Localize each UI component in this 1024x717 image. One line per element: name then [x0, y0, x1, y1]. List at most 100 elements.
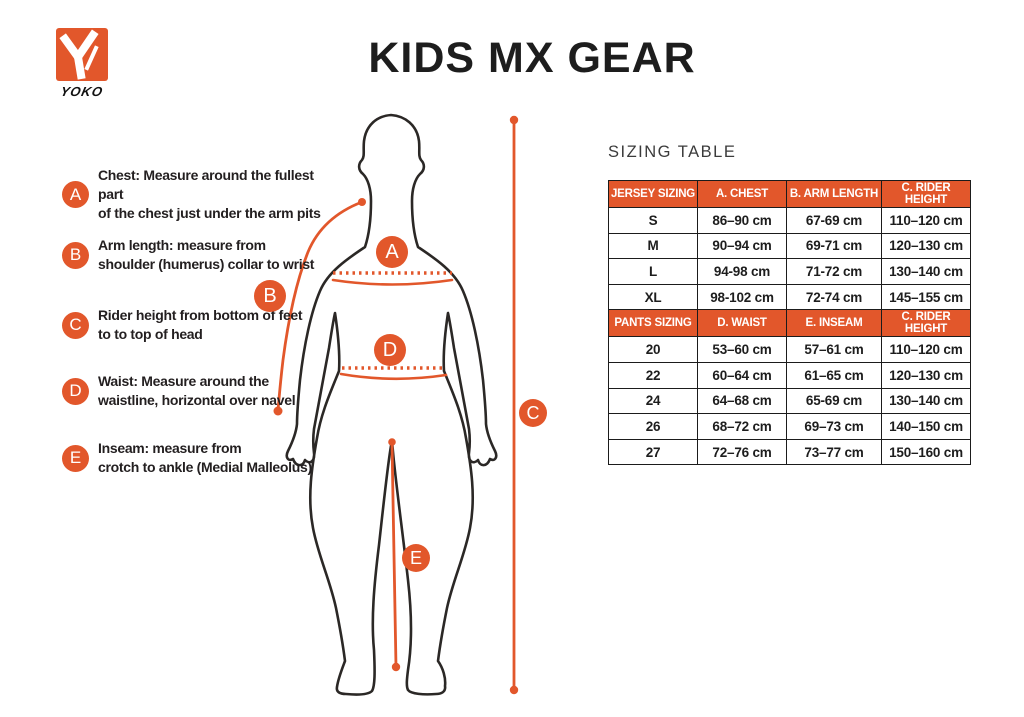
- table-cell: M: [608, 232, 698, 260]
- table-row: S 86–90 cm 67-69 cm 110–120 cm: [608, 207, 971, 234]
- table-cell: 24: [608, 387, 698, 415]
- legend-line: shoulder (humerus) collar to wrist: [98, 256, 315, 272]
- table-row: L 94-98 cm 71-72 cm 130–140 cm: [608, 258, 971, 285]
- column-header: E. INSEAM: [786, 309, 882, 338]
- measure-dot: [509, 685, 519, 695]
- table-cell: 20: [608, 336, 698, 363]
- table-cell: 72-74 cm: [786, 283, 882, 311]
- yoko-y-icon: [56, 28, 108, 81]
- table-cell: 90–94 cm: [697, 232, 787, 260]
- legend-text: Arm length: measure from shoulder (humer…: [98, 236, 314, 274]
- measure-line-waist: [339, 372, 448, 381]
- sizing-table-heading: SIZING TABLE: [608, 143, 737, 161]
- column-header: C. RIDER HEIGHT: [881, 180, 971, 208]
- measure-line-arm-length: [276, 200, 364, 412]
- figure-badge-c: C: [519, 399, 547, 427]
- legend-text: Waist: Measure around the waistline, hor…: [98, 372, 296, 410]
- table-cell: L: [608, 258, 698, 285]
- table-cell: 60–64 cm: [697, 361, 787, 389]
- table-cell: 61–65 cm: [786, 361, 882, 389]
- table-cell: 73–77 cm: [786, 438, 882, 466]
- table-row: 22 60–64 cm 61–65 cm 120–130 cm: [608, 361, 971, 389]
- table-cell: 26: [608, 413, 698, 440]
- figure-badge-b: B: [254, 280, 286, 312]
- legend-text: Rider height from bottom of feet to to t…: [98, 306, 303, 344]
- legend-badge-d: D: [62, 377, 89, 405]
- table-cell: 120–130 cm: [881, 232, 971, 260]
- figure-badge-d: D: [374, 334, 406, 366]
- measure-line-chest: [331, 278, 454, 286]
- table-cell: 110–120 cm: [881, 207, 971, 234]
- table-cell: 86–90 cm: [697, 207, 787, 234]
- measure-line-inseam: [390, 441, 398, 669]
- table-cell: XL: [608, 283, 698, 311]
- table-cell: 71-72 cm: [786, 258, 882, 285]
- table-cell: S: [608, 207, 698, 234]
- measure-dot: [391, 662, 401, 672]
- table-cell: 110–120 cm: [881, 336, 971, 363]
- measure-dot: [358, 198, 366, 206]
- legend-line: Chest: Measure around the fullest part: [98, 167, 314, 202]
- table-row: 27 72–76 cm 73–77 cm 150–160 cm: [608, 438, 971, 466]
- table-cell: 69-71 cm: [786, 232, 882, 260]
- table-cell: 98-102 cm: [697, 283, 787, 311]
- pants-header-row: PANTS SIZING D. WAIST E. INSEAM C. RIDER…: [608, 309, 971, 338]
- table-cell: 53–60 cm: [697, 336, 787, 363]
- measure-dot: [388, 438, 396, 446]
- table-cell: 27: [608, 438, 698, 466]
- jersey-header-row: JERSEY SIZING A. CHEST B. ARM LENGTH C. …: [608, 180, 971, 208]
- table-cell: 69–73 cm: [786, 413, 882, 440]
- table-cell: 67-69 cm: [786, 207, 882, 234]
- table-cell: 140–150 cm: [881, 413, 971, 440]
- legend-text: Chest: Measure around the fullest part o…: [98, 166, 330, 223]
- legend-line: of the chest just under the arm pits: [98, 205, 321, 221]
- table-cell: 94-98 cm: [697, 258, 787, 285]
- table-cell: 68–72 cm: [697, 413, 787, 440]
- column-header: B. ARM LENGTH: [786, 180, 882, 208]
- column-header: A. CHEST: [697, 180, 787, 208]
- table-cell: 130–140 cm: [881, 387, 971, 415]
- legend-item-waist: D Waist: Measure around the waistline, h…: [62, 372, 330, 410]
- column-header: PANTS SIZING: [608, 309, 698, 338]
- figure-badge-e: E: [402, 544, 430, 572]
- legend-line: Rider height from bottom of feet: [98, 307, 303, 323]
- legend-item-inseam: E Inseam: measure from crotch to ankle (…: [62, 439, 330, 477]
- table-cell: 120–130 cm: [881, 361, 971, 389]
- table-cell: 64–68 cm: [697, 387, 787, 415]
- legend-badge-a: A: [62, 181, 89, 208]
- table-cell: 65-69 cm: [786, 387, 882, 415]
- legend-line: Waist: Measure around the: [98, 373, 269, 389]
- table-cell: 150–160 cm: [881, 438, 971, 466]
- table-cell: 22: [608, 361, 698, 389]
- legend-item-rider-height: C Rider height from bottom of feet to to…: [62, 306, 330, 344]
- legend-line: Arm length: measure from: [98, 237, 266, 253]
- sizing-table: JERSEY SIZING A. CHEST B. ARM LENGTH C. …: [608, 180, 971, 466]
- legend-badge-e: E: [62, 444, 89, 472]
- page-title: KIDS MX GEAR: [368, 34, 696, 82]
- legend-line: crotch to ankle (Medial Malleolus): [98, 459, 312, 475]
- table-row: XL 98-102 cm 72-74 cm 145–155 cm: [608, 283, 971, 311]
- table-cell: 145–155 cm: [881, 283, 971, 311]
- legend-text: Inseam: measure from crotch to ankle (Me…: [98, 439, 312, 477]
- column-header: C. RIDER HEIGHT: [881, 309, 971, 338]
- yoko-y-glyph: [59, 29, 99, 80]
- table-row: 20 53–60 cm 57–61 cm 110–120 cm: [608, 336, 971, 363]
- legend-item-arm-length: B Arm length: measure from shoulder (hum…: [62, 236, 330, 274]
- column-header: D. WAIST: [697, 309, 787, 338]
- table-row: 24 64–68 cm 65-69 cm 130–140 cm: [608, 387, 971, 415]
- legend-badge-b: B: [62, 241, 89, 269]
- table-cell: 72–76 cm: [697, 438, 787, 466]
- column-header: JERSEY SIZING: [608, 180, 698, 208]
- table-row: 26 68–72 cm 69–73 cm 140–150 cm: [608, 413, 971, 440]
- legend-line: waistline, horizontal over navel: [98, 392, 296, 408]
- legend-item-chest: A Chest: Measure around the fullest part…: [62, 166, 330, 223]
- measure-dot: [273, 406, 283, 416]
- table-row: M 90–94 cm 69-71 cm 120–130 cm: [608, 232, 971, 260]
- legend-line: Inseam: measure from: [98, 440, 242, 456]
- legend-line: to to top of head: [98, 326, 203, 342]
- legend-badge-c: C: [62, 311, 89, 339]
- table-cell: 57–61 cm: [786, 336, 882, 363]
- table-cell: 130–140 cm: [881, 258, 971, 285]
